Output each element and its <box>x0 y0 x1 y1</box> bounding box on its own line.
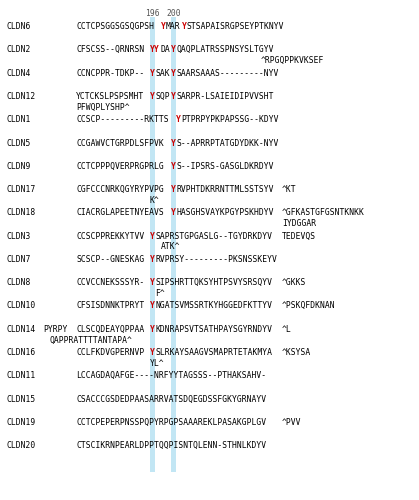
Text: YCTCKSLPSPSMHT: YCTCKSLPSPSMHT <box>76 92 144 101</box>
Text: CIACRGLAPEETNYEAVS: CIACRGLAPEETNYEAVS <box>76 208 164 218</box>
Text: CLDN19: CLDN19 <box>6 418 36 427</box>
Text: YL^: YL^ <box>150 359 165 368</box>
Text: CLDN6: CLDN6 <box>6 22 31 31</box>
Text: MAR: MAR <box>166 22 180 31</box>
Text: QAQPLATRSSPNSYSLTGYV: QAQPLATRSSPNSYSLTGYV <box>176 46 274 54</box>
Text: CLDN20: CLDN20 <box>6 441 36 450</box>
Text: IYDGGAR: IYDGGAR <box>282 219 316 228</box>
Bar <box>171 17 176 471</box>
Text: PYRPY: PYRPY <box>43 324 67 334</box>
Text: CTSCIKRNPEARLDPPTQQPISNTQLENN-STHNLKDYV: CTSCIKRNPEARLDPPTQQPISNTQLENN-STHNLKDYV <box>76 441 266 450</box>
Text: CLSCQDEAYQPPAA: CLSCQDEAYQPPAA <box>76 324 144 334</box>
Text: CSACCCGSDEDPAASARRVATSDQEGDSSFGKYGRNAYV: CSACCCGSDEDPAASARRVATSDQEGDSSFGKYGRNAYV <box>76 394 266 404</box>
Text: Y: Y <box>150 232 155 240</box>
Text: Y: Y <box>160 22 166 31</box>
Text: S--IPSRS-GASGLDKRDYV: S--IPSRS-GASGLDKRDYV <box>176 162 274 171</box>
Text: CLDN9: CLDN9 <box>6 162 31 171</box>
Text: CLDN14: CLDN14 <box>6 324 36 334</box>
Text: RVPHTDKRRNTTMLSSTSYV: RVPHTDKRRNTTMLSSTSYV <box>176 185 274 194</box>
Text: CLDN2: CLDN2 <box>6 46 31 54</box>
Text: Y: Y <box>150 68 155 78</box>
Text: CCSCP---------RKTTS: CCSCP---------RKTTS <box>76 116 169 124</box>
Text: QAPPRATTTTANTAPA^: QAPPRATTTTANTAPA^ <box>50 336 132 344</box>
Text: Y: Y <box>171 46 176 54</box>
Text: CCTCPPPQVERPRGPRLG: CCTCPPPQVERPRGPRLG <box>76 162 164 171</box>
Text: CLDN16: CLDN16 <box>6 348 36 357</box>
Text: Y: Y <box>181 22 186 31</box>
Text: Y: Y <box>171 185 176 194</box>
Text: CCSCPPREKKYTVV: CCSCPPREKKYTVV <box>76 232 144 240</box>
Text: S--APRRPTATGDYDKK-NYV: S--APRRPTATGDYDKK-NYV <box>176 138 279 147</box>
Text: ^RPGQPPKVKSEF: ^RPGQPPKVKSEF <box>261 56 324 65</box>
Text: 200: 200 <box>166 9 181 18</box>
Text: KDNRAPSVTSATHPAYSGYRNDYV: KDNRAPSVTSATHPAYSGYRNDYV <box>155 324 272 334</box>
Text: SCSCP--GNESKAG: SCSCP--GNESKAG <box>76 255 144 264</box>
Text: CLDN8: CLDN8 <box>6 278 31 287</box>
Text: CLDN17: CLDN17 <box>6 185 36 194</box>
Text: SAPRSTGPGASLG--TGYDRKDYV: SAPRSTGPGASLG--TGYDRKDYV <box>155 232 272 240</box>
Text: CGFCCCNRKQGYRYPVPG: CGFCCCNRKQGYRYPVPG <box>76 185 164 194</box>
Text: SAARSAAAS---------NYV: SAARSAAAS---------NYV <box>176 68 279 78</box>
Text: ^PSKQFDKNAN: ^PSKQFDKNAN <box>282 302 336 310</box>
Text: ATK^: ATK^ <box>160 242 180 252</box>
Text: ^GFKASTGFGSNTKNKK: ^GFKASTGFGSNTKNKK <box>282 208 365 218</box>
Text: ^KSYSA: ^KSYSA <box>282 348 311 357</box>
Text: SARPR-LSAIEIDIPVVSHT: SARPR-LSAIEIDIPVVSHT <box>176 92 274 101</box>
Text: Y: Y <box>150 255 155 264</box>
Text: LCCAGDAQAFGE----NRFYYTAGSSS--PTHAKSAHV-: LCCAGDAQAFGE----NRFYYTAGSSS--PTHAKSAHV- <box>76 372 266 380</box>
Text: RVPRSY---------PKSNSSKEYV: RVPRSY---------PKSNSSKEYV <box>155 255 277 264</box>
Text: Y: Y <box>171 162 176 171</box>
Text: CCTCPEPERPNSSPQPYRPGPSAAAREKLPASAKGPLGV: CCTCPEPERPNSSPQPYRPGPSAAAREKLPASAKGPLGV <box>76 418 266 427</box>
Text: 196: 196 <box>145 9 160 18</box>
Text: K^: K^ <box>150 196 160 205</box>
Text: Y: Y <box>171 208 176 218</box>
Text: Y: Y <box>171 138 176 147</box>
Text: NGATSVMSSRTKYHGGEDFKTTYV: NGATSVMSSRTKYHGGEDFKTTYV <box>155 302 272 310</box>
Text: Y: Y <box>171 68 176 78</box>
Text: DA: DA <box>160 46 170 54</box>
Bar <box>150 17 155 471</box>
Text: Y: Y <box>150 348 155 357</box>
Text: Y: Y <box>171 92 176 101</box>
Text: STSAPAISRGPSEYPTKNYV: STSAPAISRGPSEYPTKNYV <box>187 22 285 31</box>
Text: CCLFKDVGPERNVP: CCLFKDVGPERNVP <box>76 348 144 357</box>
Text: CCVCCNEKSSSYR-: CCVCCNEKSSSYR- <box>76 278 144 287</box>
Text: CFSISDNNKTPRYT: CFSISDNNKTPRYT <box>76 302 144 310</box>
Text: CCTCPSGGSGSQGPSH: CCTCPSGGSGSQGPSH <box>76 22 154 31</box>
Text: CLDN12: CLDN12 <box>6 92 36 101</box>
Text: ^GKKS: ^GKKS <box>282 278 306 287</box>
Text: ^PVV: ^PVV <box>282 418 301 427</box>
Text: Y: Y <box>150 278 155 287</box>
Text: CLDN18: CLDN18 <box>6 208 36 218</box>
Text: Y: Y <box>150 302 155 310</box>
Text: Y: Y <box>176 116 181 124</box>
Text: CLDN15: CLDN15 <box>6 394 36 404</box>
Text: CCGAWVCTGRPDLSFPVK: CCGAWVCTGRPDLSFPVK <box>76 138 164 147</box>
Text: PTPRPYPKPAPSSG--KDYV: PTPRPYPKPAPSSG--KDYV <box>181 116 279 124</box>
Text: CLDN3: CLDN3 <box>6 232 31 240</box>
Text: TEDEVQS: TEDEVQS <box>282 232 316 240</box>
Text: YY: YY <box>150 46 160 54</box>
Text: CLDN7: CLDN7 <box>6 255 31 264</box>
Text: CLDN10: CLDN10 <box>6 302 36 310</box>
Text: HASGHSVAYKPGYPSKHDYV: HASGHSVAYKPGYPSKHDYV <box>176 208 274 218</box>
Text: CLDN11: CLDN11 <box>6 372 36 380</box>
Text: SIPSHRTTQKSYHTPSVYSRSQYV: SIPSHRTTQKSYHTPSVYSRSQYV <box>155 278 272 287</box>
Text: CLDN1: CLDN1 <box>6 116 31 124</box>
Text: CLDN5: CLDN5 <box>6 138 31 147</box>
Text: F^: F^ <box>155 289 165 298</box>
Text: SAK: SAK <box>155 68 170 78</box>
Text: SQP: SQP <box>155 92 170 101</box>
Text: CCNCPPR-TDKP--: CCNCPPR-TDKP-- <box>76 68 144 78</box>
Text: ^L: ^L <box>282 324 292 334</box>
Text: CFSCSS--QRNRSN: CFSCSS--QRNRSN <box>76 46 144 54</box>
Text: SLRKAYSAAGVSMAPRTETAKMYA: SLRKAYSAAGVSMAPRTETAKMYA <box>155 348 272 357</box>
Text: Y: Y <box>150 324 155 334</box>
Text: Y: Y <box>150 92 155 101</box>
Text: ^KT: ^KT <box>282 185 297 194</box>
Text: PFWQPLYSHP^: PFWQPLYSHP^ <box>76 103 129 112</box>
Text: CLDN4: CLDN4 <box>6 68 31 78</box>
